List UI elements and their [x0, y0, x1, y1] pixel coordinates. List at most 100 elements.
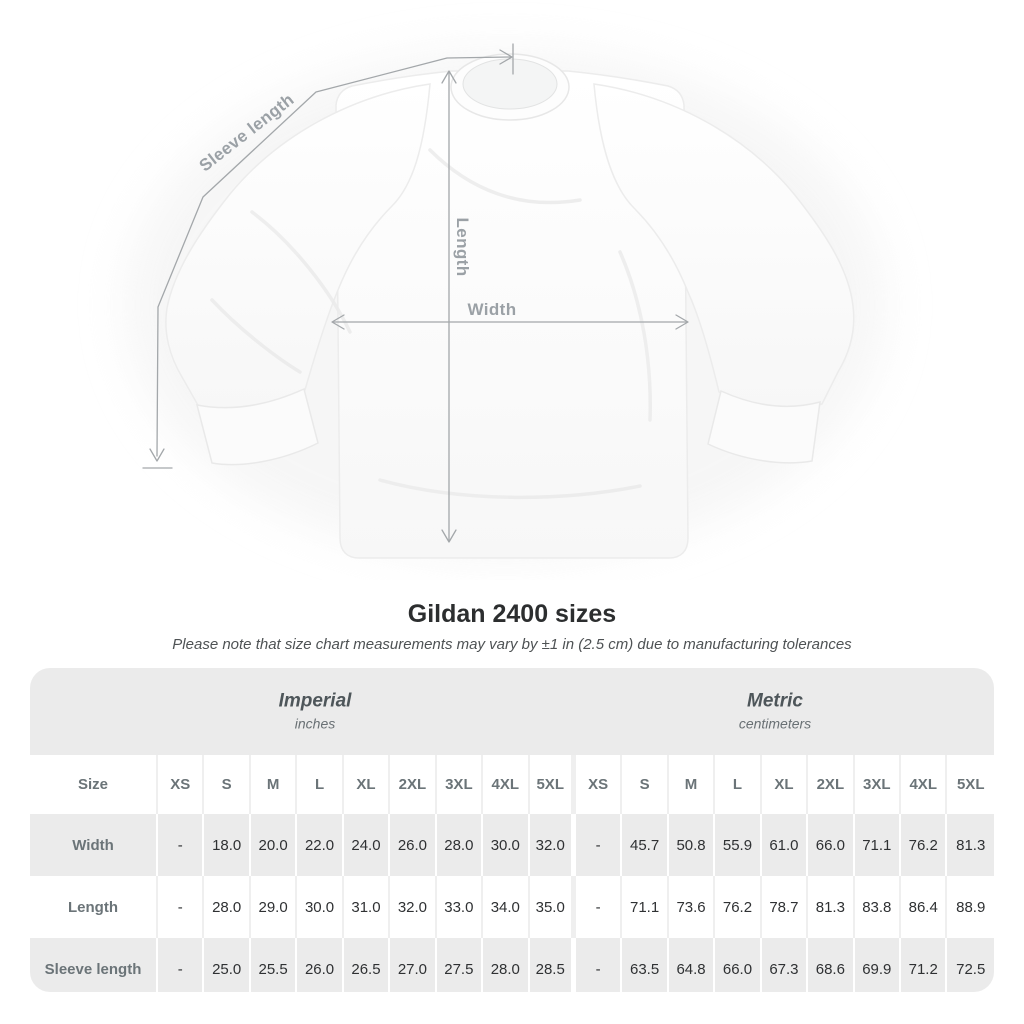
measurement-value-cell: 34.0	[483, 876, 530, 938]
size-chart: Imperial inches Metric centimeters Size X…	[30, 668, 994, 992]
measurement-value-cell: 28.0	[436, 814, 484, 876]
measurement-value-cell: 35.0	[529, 876, 576, 938]
measurement-value-cell: 68.6	[808, 938, 855, 992]
measurement-value-cell: 86.4	[901, 876, 948, 938]
measurement-value-cell: 66.0	[715, 938, 762, 992]
metric-section-header: Metric centimeters	[739, 690, 811, 731]
imperial-section-unit: inches	[294, 715, 336, 732]
measurement-value-cell: 30.0	[297, 876, 344, 938]
sleeve-length-arrow	[142, 43, 514, 469]
measurement-value-cell: 64.8	[668, 938, 716, 992]
width-label: Width	[467, 300, 517, 319]
size-col-header: L	[715, 755, 762, 814]
length-arrow	[441, 70, 457, 543]
measurement-value-cell: 81.3	[808, 876, 855, 938]
size-column-label: Size	[30, 755, 159, 814]
measurement-value-cell: 71.1	[854, 814, 902, 876]
size-col-header: 3XL	[436, 755, 484, 814]
measurement-value-cell: 76.2	[901, 814, 948, 876]
measurement-value-cell: 27.0	[390, 938, 437, 992]
measurement-value-cell: -	[575, 814, 623, 876]
size-col-header: XS	[158, 755, 205, 814]
shirt-left-cuff	[195, 387, 319, 466]
size-col-header: L	[297, 755, 344, 814]
measurement-value-cell: 71.2	[901, 938, 948, 992]
measurement-value-cell: 67.3	[761, 938, 809, 992]
measurement-value-cell: 28.5	[529, 938, 576, 992]
measurement-value-cell: 26.0	[297, 938, 344, 992]
size-col-header: XL	[343, 755, 391, 814]
measurement-value-cell: 83.8	[854, 876, 902, 938]
shirt-measurement-diagram: Sleeve length Length Width	[125, 43, 885, 560]
size-col-header: 4XL	[901, 755, 948, 814]
measurement-value-cell: 50.8	[668, 814, 716, 876]
measurement-value-cell: 27.5	[436, 938, 484, 992]
measurement-value-cell: 45.7	[622, 814, 669, 876]
measurement-value-cell: 25.0	[204, 938, 251, 992]
measurement-value-cell: 71.1	[622, 876, 669, 938]
measurement-value-cell: 26.5	[343, 938, 391, 992]
measurement-value-cell: 31.0	[343, 876, 391, 938]
measurement-value-cell: 33.0	[436, 876, 484, 938]
measurement-value-cell: 61.0	[761, 814, 809, 876]
measurement-value-cell: 30.0	[483, 814, 530, 876]
table-row: Sleeve length -25.0 25.5 26.0 26.5 27.0 27.5 28…	[30, 938, 994, 992]
measurement-value-cell: 66.0	[808, 814, 855, 876]
measurement-value-cell: 26.0	[390, 814, 437, 876]
measurement-value-cell: 22.0	[297, 814, 344, 876]
metric-section-unit: centimeters	[738, 715, 812, 732]
size-col-header: 5XL	[529, 755, 576, 814]
table-row: Length -28.0 29.0 30.0 31.0 32.0 33.0 34.0 35.0-…	[30, 876, 994, 938]
measurement-value-cell: 25.5	[250, 938, 298, 992]
tolerance-note: Please note that size chart measurements…	[172, 636, 852, 653]
size-chart-table: Size XS S M L XL 2XL 3XL 4XL 5XL XS S M L XL 2XL 3XL 4XL 5…	[30, 755, 994, 992]
size-col-header: XL	[761, 755, 809, 814]
measurement-value-cell: 28.0	[483, 938, 530, 992]
metric-section-title: Metric	[747, 690, 803, 712]
long-sleeve-shirt-illustration	[125, 43, 885, 560]
shirt-body	[335, 70, 689, 559]
shirt-collar-inner	[462, 58, 558, 110]
measurement-value-cell: 69.9	[854, 938, 902, 992]
size-col-header: 5XL	[947, 755, 994, 814]
size-col-header: 4XL	[483, 755, 530, 814]
measurement-value-cell: -	[158, 814, 205, 876]
shirt-wrinkles	[210, 148, 652, 500]
size-col-header: S	[204, 755, 251, 814]
shirt-right-cuff	[707, 389, 821, 464]
size-col-header: 3XL	[854, 755, 902, 814]
measurement-value-cell: 24.0	[343, 814, 391, 876]
measurement-value-cell: 73.6	[668, 876, 716, 938]
unit-section-header: Imperial inches Metric centimeters	[30, 668, 994, 755]
size-col-header: M	[668, 755, 716, 814]
length-label: Length	[453, 217, 472, 277]
measurement-value-cell: -	[575, 876, 623, 938]
imperial-section-title: Imperial	[278, 690, 352, 712]
width-arrow	[331, 314, 689, 330]
measurement-value-cell: 32.0	[529, 814, 576, 876]
measurement-row-label: Length	[30, 876, 159, 938]
measurement-row-label: Sleeve length	[30, 938, 159, 992]
measurement-value-cell: 63.5	[622, 938, 669, 992]
measurement-value-cell: 78.7	[761, 876, 809, 938]
measurement-lines	[142, 43, 689, 543]
table-row: Width -18.0 20.0 22.0 24.0 26.0 28.0 30.0 32.0-4…	[30, 814, 994, 876]
measurement-value-cell: 20.0	[250, 814, 298, 876]
measurement-value-cell: 28.0	[204, 876, 251, 938]
measurement-value-cell: 18.0	[204, 814, 251, 876]
size-col-header: S	[622, 755, 669, 814]
size-col-header: 2XL	[390, 755, 437, 814]
size-col-header: 2XL	[808, 755, 855, 814]
measurement-value-cell: 88.9	[947, 876, 994, 938]
imperial-section-header: Imperial inches	[279, 690, 352, 731]
measurement-value-cell: 81.3	[947, 814, 994, 876]
table-row: Size XS S M L XL 2XL 3XL 4XL 5XL XS S M L XL 2XL 3XL 4XL 5…	[30, 755, 994, 814]
measurement-value-cell: 29.0	[250, 876, 298, 938]
measurement-value-cell: -	[575, 938, 623, 992]
measurement-value-cell: -	[158, 938, 205, 992]
measurement-value-cell: 32.0	[390, 876, 437, 938]
measurement-value-cell: -	[158, 876, 205, 938]
size-col-header: M	[250, 755, 298, 814]
page-title: Gildan 2400 sizes	[407, 600, 617, 628]
